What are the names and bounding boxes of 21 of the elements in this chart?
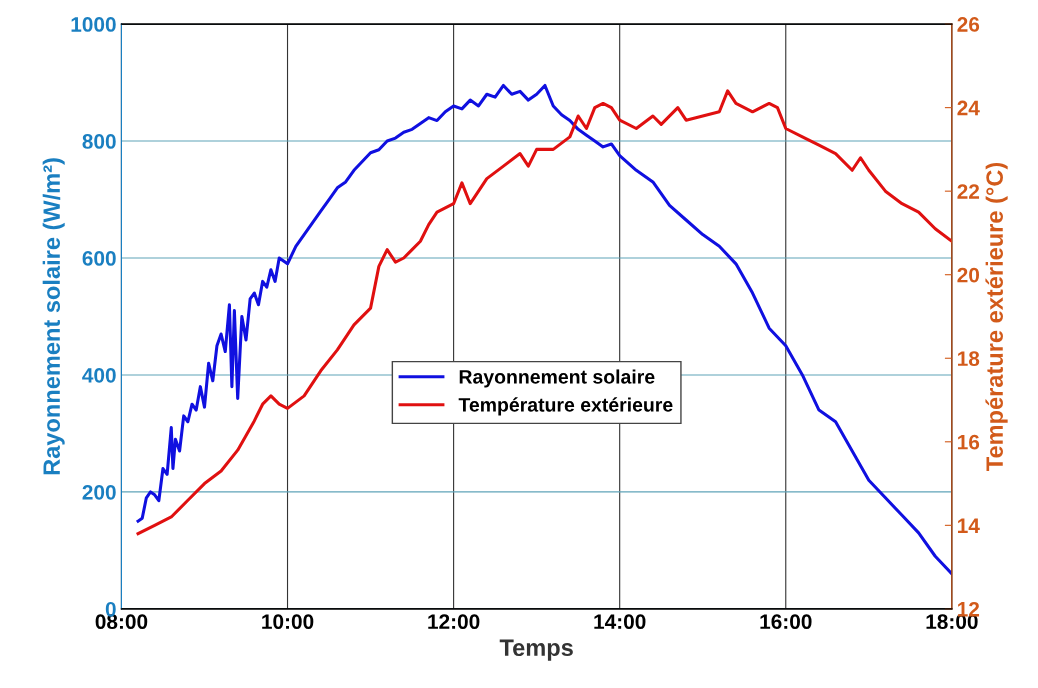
x-tick-label: 12:00 xyxy=(428,614,480,630)
y2-tick-label: 24 xyxy=(957,100,980,116)
y-tick-label: 1000 xyxy=(71,17,116,32)
legend-label: Rayonnement solaire xyxy=(459,369,655,388)
y-tick-label: 400 xyxy=(82,367,116,383)
y-tick-label: 200 xyxy=(82,484,116,500)
y-tick-label: 800 xyxy=(82,134,116,149)
y-axis-title: Rayonnement solaire (W/m²) xyxy=(42,158,65,475)
y2-tick-label: 16 xyxy=(958,434,980,450)
x-axis-title: Temps xyxy=(499,639,573,661)
x-tick-label: 10:00 xyxy=(262,614,314,630)
y2-tick-label: 26 xyxy=(957,17,980,32)
x-tick-label: 16:00 xyxy=(760,614,812,630)
legend-label: Température extérieure xyxy=(458,397,673,416)
y2-tick-label: 14 xyxy=(958,518,980,533)
y2-tick-label: 20 xyxy=(957,267,980,283)
y2-tick-label: 22 xyxy=(957,184,980,199)
y2-axis-title: Température extérieure (°C) xyxy=(985,162,1008,471)
x-tick-label: 14:00 xyxy=(594,614,646,630)
y-tick-label: 600 xyxy=(82,251,116,266)
y2-tick-label: 18 xyxy=(958,351,980,367)
